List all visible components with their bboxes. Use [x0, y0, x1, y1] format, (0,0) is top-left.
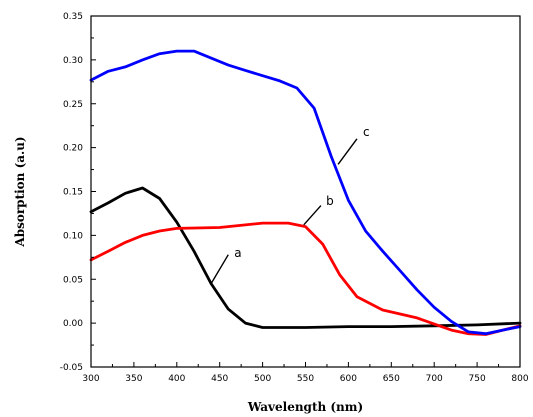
series-layer	[89, 49, 522, 336]
x-tick-label: 450	[211, 374, 228, 384]
series-b-line	[89, 221, 522, 336]
annotation-a-leader	[210, 254, 229, 284]
y-axis-title: Absorption (a.u)	[13, 136, 27, 247]
x-axis-title: Wavelength (nm)	[247, 400, 363, 414]
x-tick-label: 600	[340, 374, 357, 384]
y-tick-label: 0.15	[63, 188, 83, 198]
x-tick-label: 300	[82, 374, 99, 384]
y-tick-label: 0.05	[63, 275, 83, 285]
x-tick-label: 650	[383, 374, 400, 384]
x-tick-label: 700	[426, 374, 443, 384]
y-tick-label: 0.20	[63, 144, 83, 154]
x-tick-label: 800	[511, 374, 528, 384]
ticks-layer	[90, 15, 521, 368]
plot-frame	[90, 15, 521, 368]
y-tick-label: 0.25	[63, 100, 83, 110]
x-tick-label: 750	[469, 374, 486, 384]
y-tick-label: 0.30	[63, 56, 83, 66]
series-c-line	[89, 49, 522, 336]
x-tick-label: 550	[297, 374, 314, 384]
series-a-line	[89, 186, 522, 329]
annotation-b-leader	[303, 205, 322, 226]
tick-label-layer: 300 350 400 450 500 550 600 650 700 750 800 -0.05 0.…	[60, 12, 529, 384]
x-tick-label: 400	[168, 374, 185, 384]
x-tick-label: 350	[125, 374, 142, 384]
y-tick-label: 0.00	[63, 319, 83, 329]
annotation-c-label: c	[363, 125, 370, 139]
y-tick-label: 0.10	[63, 231, 83, 241]
annotation-layer: a b c	[210, 125, 370, 284]
x-tick-label: 500	[254, 374, 271, 384]
y-tick-label: 0.35	[63, 12, 83, 22]
y-tick-label: -0.05	[60, 363, 83, 373]
annotation-b-label: b	[326, 194, 334, 208]
annotation-c-leader	[337, 138, 358, 165]
annotation-a-label: a	[234, 246, 241, 260]
